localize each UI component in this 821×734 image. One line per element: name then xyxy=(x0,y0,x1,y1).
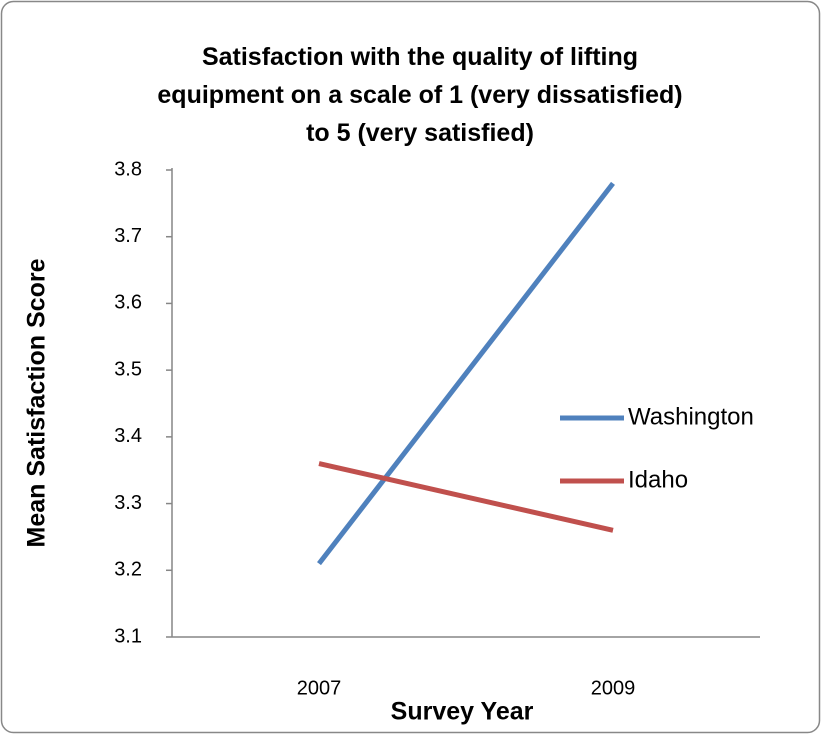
series-line xyxy=(317,181,615,566)
y-tick-label: 3.5 xyxy=(114,358,142,380)
x-tick-label: 2007 xyxy=(297,677,342,699)
y-tick-label: 3.3 xyxy=(114,492,142,514)
x-axis-label: Survey Year xyxy=(391,698,534,726)
y-tick-label: 3.8 xyxy=(114,158,142,180)
y-tick-label: 3.6 xyxy=(114,292,142,314)
x-tick-label: 2009 xyxy=(591,677,636,699)
y-tick-label: 3.4 xyxy=(114,425,142,447)
y-tick-label: 3.2 xyxy=(114,559,142,581)
series-line xyxy=(318,461,614,533)
chart-title: Satisfaction with the quality of lifting… xyxy=(157,43,683,147)
y-axis-label: Mean Satisfaction Score xyxy=(23,258,51,547)
y-tick-label: 3.7 xyxy=(114,225,142,247)
legend-label: Washington xyxy=(628,403,754,430)
y-tick-label: 3.1 xyxy=(114,625,142,647)
legend-label: Idaho xyxy=(628,466,688,493)
